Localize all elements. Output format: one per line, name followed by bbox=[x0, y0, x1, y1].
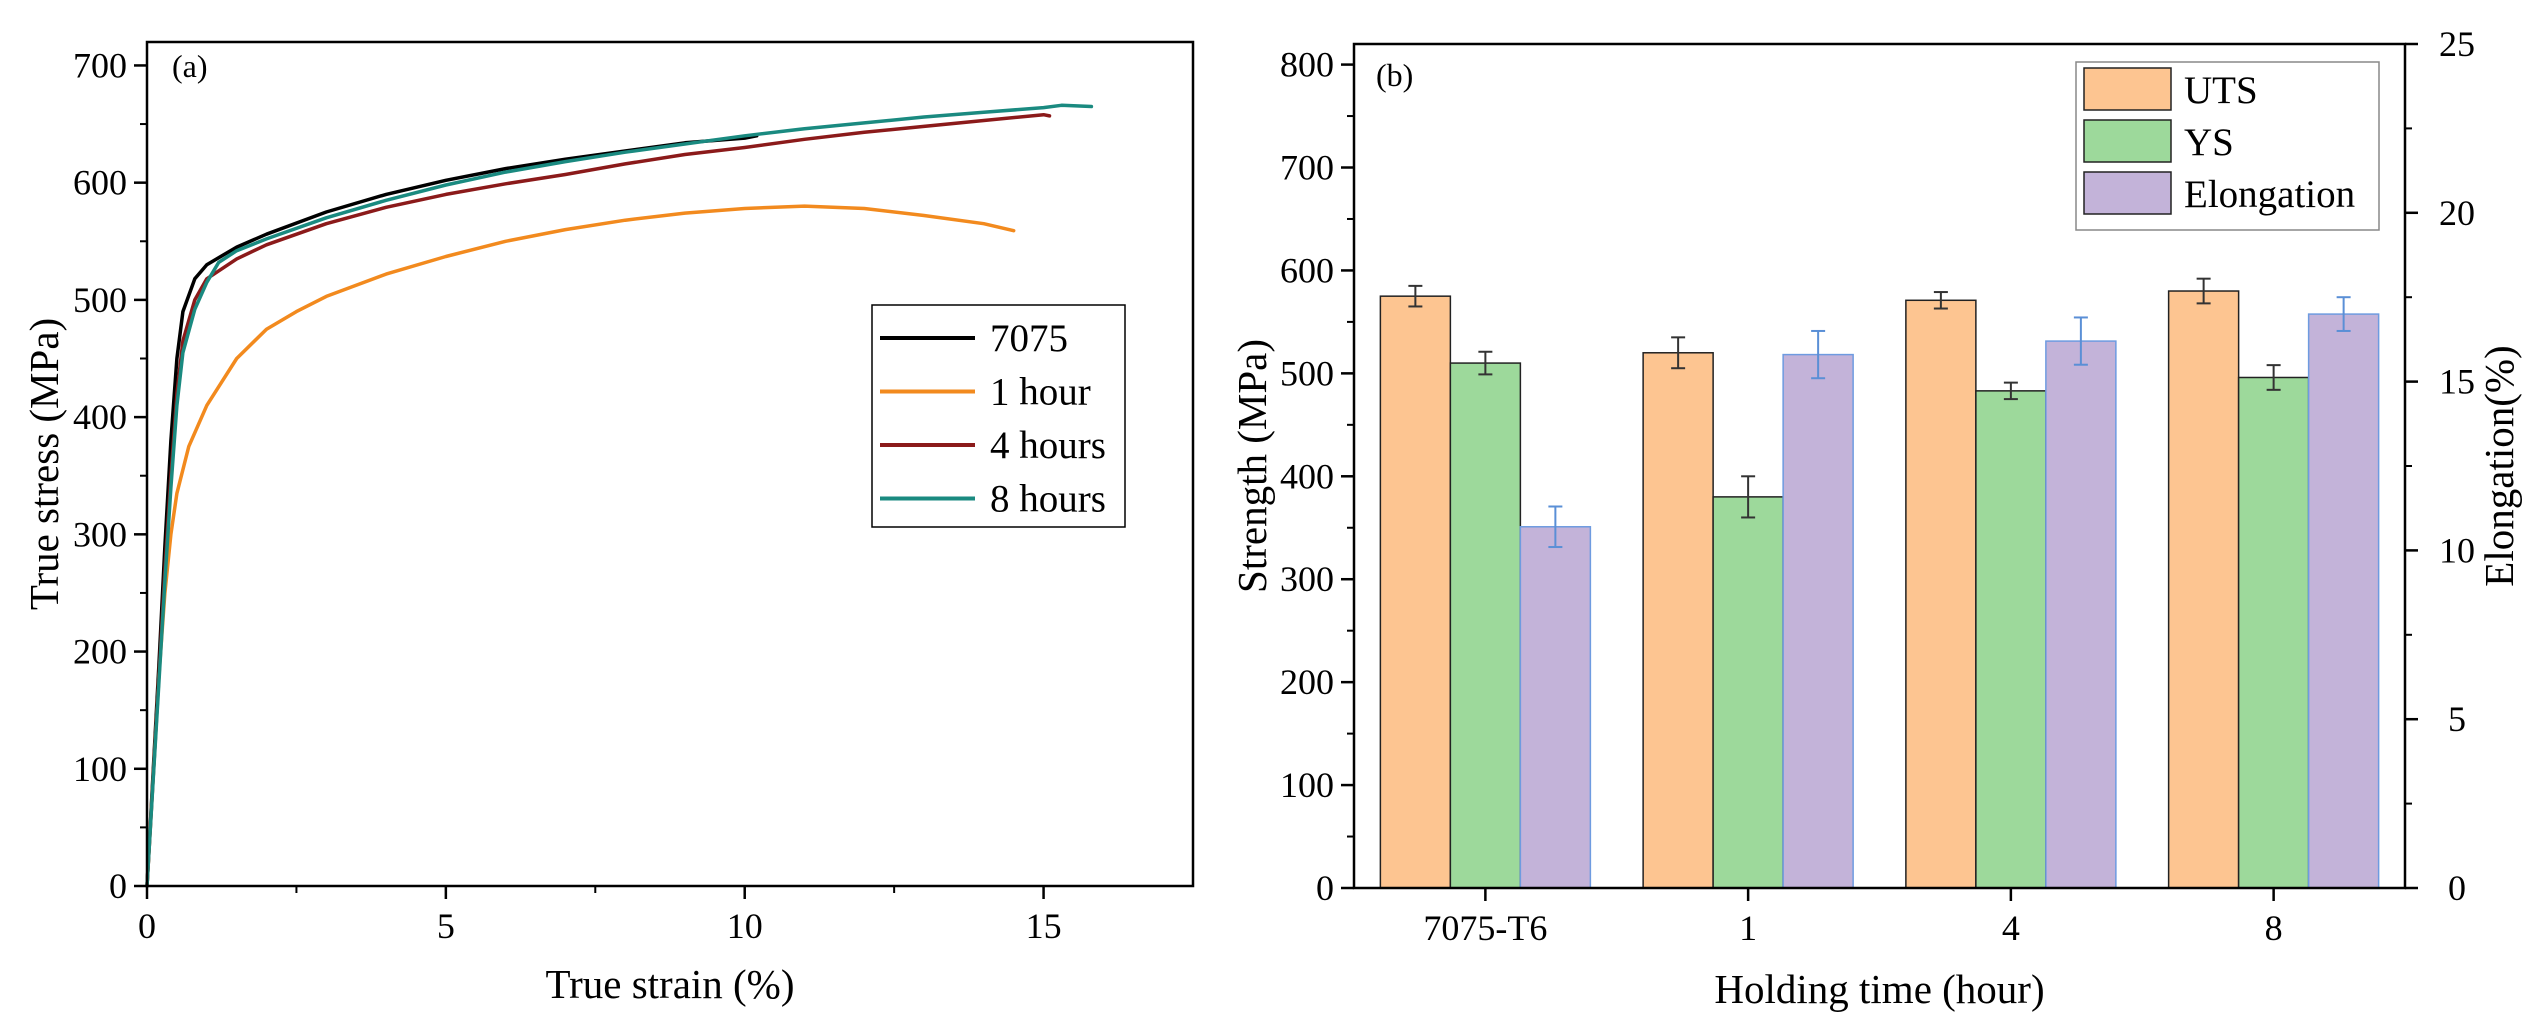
legend-swatch-ys bbox=[2083, 119, 2172, 163]
panel-b-x-axis-label: Holding time (hour) bbox=[1714, 966, 2044, 1012]
y2-tick-label: 10 bbox=[2439, 530, 2475, 570]
y-tick-label: 700 bbox=[73, 45, 127, 85]
y2-tick-label: 0 bbox=[2448, 868, 2466, 908]
error-bar-uts-1 bbox=[1671, 336, 1686, 370]
panel-b-bars bbox=[1379, 277, 2380, 889]
y2-tick-label: 25 bbox=[2439, 24, 2475, 64]
bar-elongation-7075-t6 bbox=[1519, 526, 1592, 889]
legend-label-8-hours: 8 hours bbox=[990, 478, 1106, 521]
panel-b-right-y-axis: 0 5 10 15 20 25 bbox=[2405, 24, 2475, 908]
bar-ys-7075-t6 bbox=[1449, 362, 1522, 889]
panel-b-legend: UTS YS Elongation bbox=[2075, 61, 2380, 231]
legend-box bbox=[871, 304, 1126, 528]
bar-uts-4 bbox=[1905, 299, 1977, 889]
x-tick-label: 15 bbox=[1026, 906, 1062, 946]
y2-tick-label: 20 bbox=[2439, 193, 2475, 233]
panel-a-tag: (a) bbox=[172, 48, 208, 84]
legend-label-ys: YS bbox=[2184, 121, 2234, 164]
series-line-1-hour bbox=[145, 204, 1016, 888]
panel-a-x-axis: 0 5 10 15 bbox=[138, 886, 1062, 946]
y-tick-label: 600 bbox=[1280, 250, 1334, 290]
bar-uts-7075-t6 bbox=[1379, 295, 1452, 889]
y-tick-label: 400 bbox=[73, 397, 127, 437]
y-tick-label: 0 bbox=[109, 866, 127, 906]
panel-b-y2-axis-label: Elongation(%) bbox=[2476, 345, 2522, 586]
y2-tick-label: 5 bbox=[2448, 699, 2466, 739]
series-line-8-hours bbox=[145, 103, 1094, 888]
error-bar-ys-1 bbox=[1741, 475, 1756, 519]
legend-label-elongation: Elongation bbox=[2184, 173, 2355, 216]
y-tick-label: 300 bbox=[73, 514, 127, 554]
y-tick-label: 800 bbox=[1280, 45, 1334, 85]
error-bar-ys-4 bbox=[2003, 381, 2018, 401]
panel-a-y-axis-label: True stress (MPa) bbox=[21, 318, 67, 610]
x-tick-label: 0 bbox=[138, 906, 156, 946]
y-tick-label: 600 bbox=[73, 163, 127, 203]
bar-ys-4 bbox=[1975, 390, 2047, 889]
legend-swatch-uts bbox=[2083, 67, 2172, 111]
legend-label-4-hours: 4 hours bbox=[990, 424, 1106, 467]
y-tick-label: 200 bbox=[1280, 662, 1334, 702]
x-tick-label: 5 bbox=[437, 906, 455, 946]
bar-ys-8 bbox=[2237, 376, 2310, 889]
bar-uts-8 bbox=[2167, 290, 2240, 889]
y-tick-label: 500 bbox=[1280, 353, 1334, 393]
panel-a-y-axis: 0 100 200 300 400 500 600 700 bbox=[73, 45, 147, 906]
error-bar-ys-8 bbox=[2266, 364, 2281, 391]
y-tick-label: 500 bbox=[73, 280, 127, 320]
y-tick-label: 100 bbox=[1280, 765, 1334, 805]
error-bar-elongation-1 bbox=[1811, 329, 1826, 380]
error-bar-elongation-8 bbox=[2336, 296, 2351, 332]
y2-tick-label: 15 bbox=[2439, 362, 2475, 402]
bar-elongation-8 bbox=[2307, 313, 2380, 889]
bar-ys-1 bbox=[1712, 496, 1784, 889]
y-tick-label: 100 bbox=[73, 749, 127, 789]
bar-elongation-1 bbox=[1782, 353, 1854, 889]
x-tick-label: 8 bbox=[2265, 908, 2283, 948]
y-tick-label: 700 bbox=[1280, 148, 1334, 188]
y-tick-label: 400 bbox=[1280, 456, 1334, 496]
panel-b-tag: (b) bbox=[1376, 57, 1413, 93]
y-tick-label: 0 bbox=[1316, 868, 1334, 908]
legend-label-uts: UTS bbox=[2184, 69, 2258, 112]
panel-a-x-axis-label: True strain (%) bbox=[545, 961, 794, 1007]
panel-a-plot-frame bbox=[145, 40, 1195, 888]
error-bar-uts-8 bbox=[2196, 277, 2211, 305]
panel-a-legend: 7075 1 hour 4 hours 8 hours bbox=[871, 304, 1126, 528]
y-tick-label: 200 bbox=[73, 632, 127, 672]
panel-b-left-y-axis: 0 100 200 300 400 500 600 700 800 bbox=[1280, 45, 1354, 908]
panel-a-series bbox=[145, 103, 1094, 888]
x-tick-label: 1 bbox=[1739, 908, 1757, 948]
error-bar-uts-7075-t6 bbox=[1408, 284, 1423, 308]
panel-b-strength-bars: 7075-T6 1 4 8 0 100 200 300 400 500 600 700 800 0 5 1… bbox=[1229, 24, 2522, 1012]
error-bar-elongation-4 bbox=[2073, 316, 2088, 366]
legend-label-7075: 7075 bbox=[990, 317, 1068, 360]
x-tick-label: 7075-T6 bbox=[1423, 908, 1547, 948]
bar-uts-1 bbox=[1642, 352, 1714, 889]
y-tick-label: 300 bbox=[1280, 559, 1334, 599]
panel-b-y-axis-label: Strength (MPa) bbox=[1229, 339, 1275, 593]
error-bar-elongation-7075-t6 bbox=[1548, 505, 1563, 549]
panel-a-tensile-curves: 0 5 10 15 0 100 200 300 400 500 600 700 (a) True s… bbox=[21, 40, 1195, 1007]
bar-elongation-4 bbox=[2045, 340, 2117, 889]
legend-label-1-hour: 1 hour bbox=[990, 371, 1091, 414]
error-bar-ys-7075-t6 bbox=[1478, 350, 1493, 376]
x-tick-label: 10 bbox=[727, 906, 763, 946]
legend-swatch-elongation bbox=[2083, 171, 2172, 215]
error-bar-uts-4 bbox=[1933, 291, 1948, 310]
panel-b-x-axis: 7075-T6 1 4 8 bbox=[1423, 888, 2283, 948]
x-tick-label: 4 bbox=[2002, 908, 2020, 948]
